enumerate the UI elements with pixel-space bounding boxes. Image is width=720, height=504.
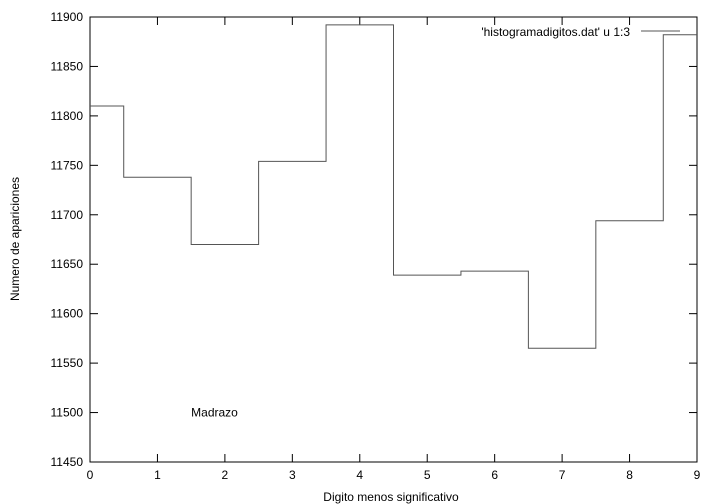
y-tick-label: 11650 [51,257,84,271]
x-tick-label: 9 [694,468,701,482]
y-tick-label: 11750 [51,158,84,172]
y-tick-label: 11500 [51,406,84,420]
x-axis-ticks: 0 1 2 3 4 5 6 7 8 9 [87,17,701,482]
x-tick-label: 1 [154,468,161,482]
x-tick-label: 3 [289,468,296,482]
x-tick-label: 0 [87,468,94,482]
y-tick-label: 11550 [51,356,84,370]
y-tick-label: 11850 [51,59,84,73]
y-tick-label: 11800 [51,109,84,123]
y-tick-label: 11900 [51,10,84,24]
x-tick-label: 8 [626,468,633,482]
plot-frame [89,16,698,463]
axes-frame [89,16,698,463]
legend-label: 'histogramadigitos.dat' u 1:3 [481,25,630,39]
legend: 'histogramadigitos.dat' u 1:3 [481,25,680,39]
x-tick-label: 7 [559,468,566,482]
series-step-line [90,24,697,349]
y-axis-label: Numero de apariciones [8,177,22,301]
y-axis-ticks: 11450 11500 11550 11600 11650 11700 11750 11800… [51,10,697,469]
y-tick-label: 11700 [51,208,84,222]
x-axis-label: Digito menos significativo [323,490,459,504]
x-tick-label: 4 [356,468,363,482]
x-tick-label: 5 [424,468,431,482]
x-tick-label: 6 [491,468,498,482]
y-tick-label: 11450 [51,455,84,469]
series-layer [90,24,697,349]
annotation-label: Madrazo [191,406,238,420]
y-tick-label: 11600 [51,307,84,321]
x-tick-label: 2 [222,468,229,482]
